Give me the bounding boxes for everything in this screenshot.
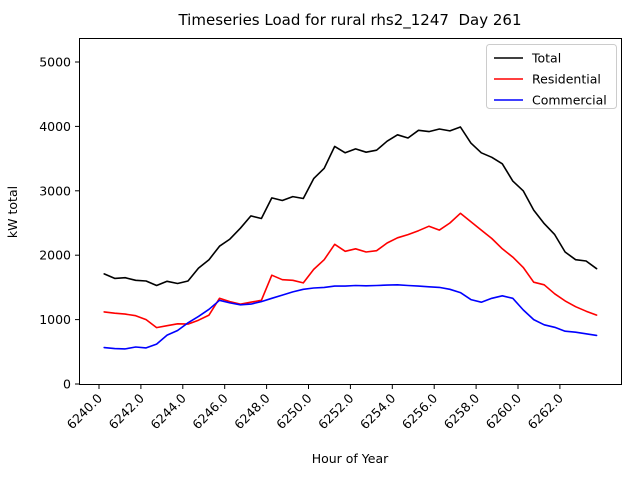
series-line-total — [103, 126, 598, 287]
y-tick-label: 5000 — [39, 55, 71, 70]
legend-label-commercial: Commercial — [532, 93, 607, 108]
y-axis-label: kW total — [5, 186, 20, 238]
legend: Total Residential Commercial — [486, 44, 617, 109]
x-tick-label: 6244.0 — [147, 390, 189, 432]
x-tick-label: 6262.0 — [524, 390, 566, 432]
x-tick-label: 6246.0 — [189, 390, 231, 432]
legend-label-total: Total — [531, 51, 561, 66]
y-tick-label: 4000 — [39, 119, 71, 134]
x-tick-label: 6250.0 — [273, 390, 315, 432]
plot-frame — [79, 38, 622, 385]
y-axis-ticks: 0 1000 2000 3000 4000 5000 — [39, 55, 79, 392]
y-tick-label: 0 — [63, 377, 71, 392]
series-lines — [103, 126, 598, 350]
y-tick-label: 1000 — [39, 312, 71, 327]
chart-title: Timeseries Load for rural rhs2_1247 Day … — [177, 11, 521, 30]
x-tick-label: 6248.0 — [231, 390, 273, 432]
x-tick-label: 6242.0 — [105, 390, 147, 432]
series-line-commercial — [103, 283, 598, 350]
x-tick-label: 6254.0 — [357, 390, 399, 432]
x-tick-label: 6240.0 — [64, 390, 106, 432]
x-axis-ticks: 6240.0 6242.0 6244.0 6246.0 6248.0 6250.0 6252… — [64, 385, 566, 432]
x-tick-label: 6252.0 — [315, 390, 357, 432]
legend-label-residential: Residential — [532, 72, 601, 87]
y-tick-label: 3000 — [39, 183, 71, 198]
x-tick-label: 6260.0 — [483, 390, 525, 432]
x-axis-label: Hour of Year — [312, 451, 389, 466]
y-tick-label: 2000 — [39, 248, 71, 263]
x-tick-label: 6258.0 — [441, 390, 483, 432]
legend-box — [486, 44, 617, 109]
x-tick-label: 6256.0 — [399, 390, 441, 432]
